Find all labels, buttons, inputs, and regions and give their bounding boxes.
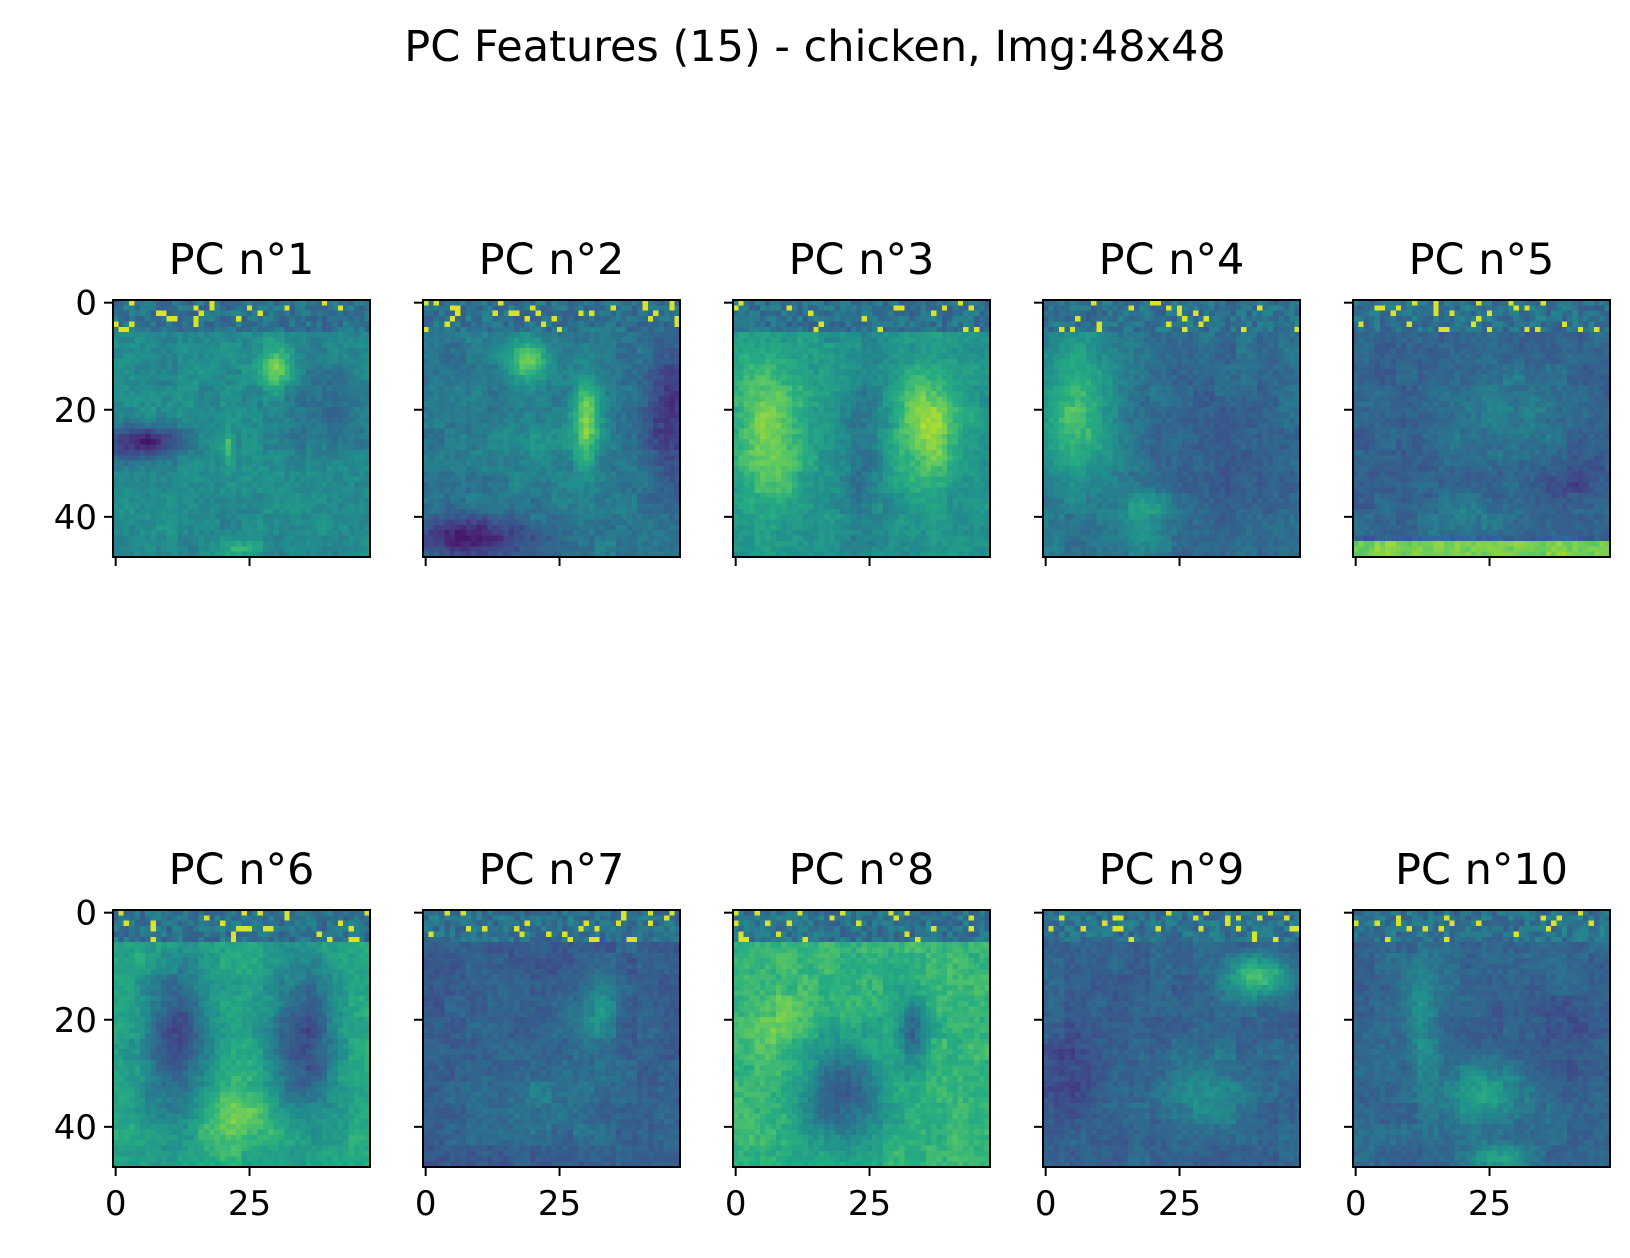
x-tick-label: 0 bbox=[725, 1184, 747, 1224]
heatmap-image bbox=[423, 300, 680, 557]
y-tick-label: 40 bbox=[54, 498, 97, 538]
y-tick-label: 0 bbox=[75, 894, 97, 934]
panel-title: PC n°5 bbox=[1409, 235, 1555, 285]
heatmap-image bbox=[1353, 910, 1610, 1167]
heatmap-image bbox=[113, 910, 370, 1167]
panel-title: PC n°6 bbox=[169, 845, 315, 895]
x-tick-label: 25 bbox=[848, 1184, 891, 1224]
x-tick-label: 25 bbox=[538, 1184, 581, 1224]
heatmap-image bbox=[423, 910, 680, 1167]
heatmap-image bbox=[113, 300, 370, 557]
heatmap-image bbox=[733, 910, 990, 1167]
pc-panel-2: PC n°2 bbox=[414, 235, 680, 566]
y-tick-label: 0 bbox=[75, 284, 97, 324]
x-tick-label: 0 bbox=[1345, 1184, 1367, 1224]
heatmap-image bbox=[733, 300, 990, 557]
pc-panel-7: PC n°7 0 25 bbox=[414, 845, 680, 1224]
panel-title: PC n°10 bbox=[1395, 845, 1568, 895]
panel-title: PC n°9 bbox=[1099, 845, 1245, 895]
pc-panel-1: PC n°1 0 20 40 bbox=[54, 235, 371, 566]
x-tick-label: 25 bbox=[1468, 1184, 1511, 1224]
heatmap-image bbox=[1043, 910, 1300, 1167]
pc-panel-4: PC n°4 bbox=[1034, 235, 1300, 566]
pc-panel-3: PC n°3 bbox=[724, 235, 990, 566]
panel-title: PC n°8 bbox=[789, 845, 935, 895]
panel-title: PC n°7 bbox=[479, 845, 625, 895]
heatmap-image bbox=[1353, 300, 1610, 557]
pc-panel-8: PC n°8 0 25 bbox=[724, 845, 990, 1224]
panel-title: PC n°4 bbox=[1099, 235, 1245, 285]
x-tick-label: 25 bbox=[1158, 1184, 1201, 1224]
x-tick-label: 0 bbox=[105, 1184, 127, 1224]
y-tick-label: 20 bbox=[54, 391, 97, 431]
pc-panel-5: PC n°5 bbox=[1344, 235, 1610, 566]
panel-title: PC n°2 bbox=[479, 235, 625, 285]
x-tick-label: 0 bbox=[415, 1184, 437, 1224]
panel-title: PC n°3 bbox=[789, 235, 935, 285]
x-tick-label: 0 bbox=[1035, 1184, 1057, 1224]
pc-panel-10: PC n°10 0 25 bbox=[1344, 845, 1610, 1224]
y-tick-label: 20 bbox=[54, 1001, 97, 1041]
y-tick-label: 40 bbox=[54, 1108, 97, 1148]
pc-panel-9: PC n°9 0 25 bbox=[1034, 845, 1300, 1224]
x-tick-label: 25 bbox=[228, 1184, 271, 1224]
heatmap-image bbox=[1043, 300, 1300, 557]
panel-title: PC n°1 bbox=[169, 235, 315, 285]
